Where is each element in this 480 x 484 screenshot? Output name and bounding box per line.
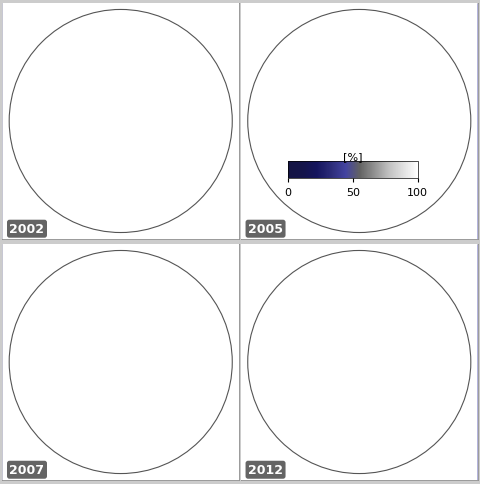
- Polygon shape: [9, 251, 232, 473]
- Polygon shape: [293, 269, 361, 338]
- Polygon shape: [9, 11, 232, 233]
- Text: 2007: 2007: [10, 463, 45, 476]
- Polygon shape: [9, 11, 232, 139]
- Text: 2005: 2005: [248, 223, 283, 236]
- Polygon shape: [15, 393, 227, 473]
- Text: 2002: 2002: [10, 223, 45, 236]
- PathPatch shape: [241, 4, 478, 240]
- PathPatch shape: [2, 4, 239, 240]
- Polygon shape: [293, 28, 361, 97]
- Polygon shape: [55, 269, 123, 338]
- Polygon shape: [15, 153, 227, 233]
- Polygon shape: [248, 11, 471, 233]
- Title: [%]: [%]: [343, 151, 362, 161]
- Polygon shape: [253, 153, 465, 233]
- Polygon shape: [248, 251, 471, 473]
- Polygon shape: [248, 251, 471, 379]
- PathPatch shape: [2, 244, 239, 480]
- Polygon shape: [55, 28, 123, 97]
- Polygon shape: [248, 11, 471, 139]
- PathPatch shape: [241, 244, 478, 480]
- Polygon shape: [253, 393, 465, 473]
- Text: 2012: 2012: [248, 463, 283, 476]
- Polygon shape: [9, 251, 232, 379]
